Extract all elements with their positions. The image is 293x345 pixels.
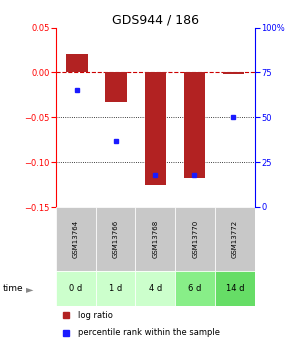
Text: ►: ► [25,284,33,294]
Text: GSM13764: GSM13764 [73,220,79,258]
Bar [175,207,215,271]
Bar [223,72,244,74]
Bar [215,207,255,271]
Text: 14 d: 14 d [226,284,244,293]
Text: 1 d: 1 d [109,284,122,293]
Text: 0 d: 0 d [69,284,82,293]
Bar [67,53,88,72]
Bar [96,207,135,271]
Text: 6 d: 6 d [188,284,202,293]
Bar [175,271,215,306]
Title: GDS944 / 186: GDS944 / 186 [112,13,199,27]
Bar [56,271,96,306]
Bar [144,72,166,185]
Text: GSM13768: GSM13768 [152,220,158,258]
Text: time: time [3,284,23,293]
Bar [135,271,175,306]
Text: log ratio: log ratio [78,310,113,319]
Bar [56,207,96,271]
Text: 4 d: 4 d [149,284,162,293]
Text: GSM13770: GSM13770 [192,220,198,258]
Bar [135,207,175,271]
Text: percentile rank within the sample: percentile rank within the sample [78,328,219,337]
Bar [96,271,135,306]
Bar [215,271,255,306]
Text: GSM13772: GSM13772 [232,220,238,258]
Bar [105,72,127,102]
Text: GSM13766: GSM13766 [113,220,118,258]
Bar [184,72,205,178]
